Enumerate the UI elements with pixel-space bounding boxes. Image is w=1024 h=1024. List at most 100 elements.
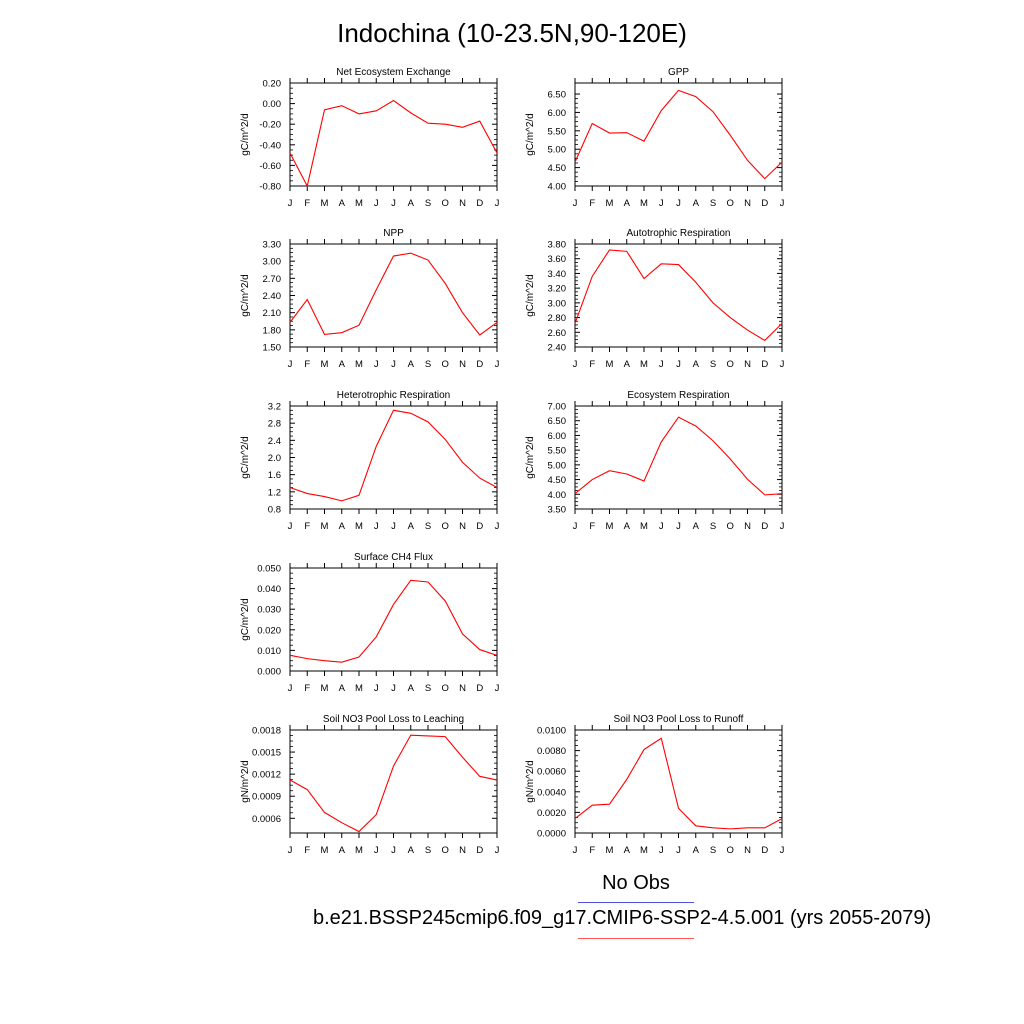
series-line bbox=[574, 249, 783, 342]
x-tick-label: M bbox=[606, 198, 614, 209]
y-tick-label: 6.50 bbox=[548, 90, 567, 101]
legend-obs-label: No Obs bbox=[602, 872, 670, 894]
x-tick-label: J bbox=[391, 198, 396, 209]
x-tick-label: J bbox=[676, 845, 681, 856]
x-tick-label: N bbox=[459, 198, 466, 209]
y-tick-label: 7.00 bbox=[548, 402, 567, 413]
y-tick-label: 3.80 bbox=[548, 240, 567, 251]
x-tick-label: M bbox=[606, 359, 614, 370]
chart-title: Net Ecosystem Exchange bbox=[336, 67, 451, 78]
series-line bbox=[574, 737, 783, 830]
x-tick-label: J bbox=[676, 521, 681, 532]
x-tick-label: F bbox=[304, 683, 310, 694]
y-axis-label: gC/m^2/d bbox=[240, 274, 251, 317]
y-tick-label: 2.0 bbox=[268, 453, 281, 464]
x-tick-label: M bbox=[640, 845, 648, 856]
x-tick-label: F bbox=[589, 198, 595, 209]
x-tick-label: J bbox=[573, 521, 578, 532]
x-tick-label: N bbox=[744, 359, 751, 370]
x-tick-label: S bbox=[425, 359, 431, 370]
y-tick-label: 6.00 bbox=[548, 431, 567, 442]
x-tick-label: M bbox=[321, 359, 329, 370]
x-tick-label: F bbox=[304, 359, 310, 370]
x-tick-label: M bbox=[640, 359, 648, 370]
plot-frame bbox=[574, 82, 783, 187]
chart-panel: NPP gC/m^2/d 3.30 3.00 2.70 2.40 2.10 1.80 1.50 J… bbox=[240, 228, 500, 370]
x-tick-label: M bbox=[355, 521, 363, 532]
chart-title: Ecosystem Respiration bbox=[627, 390, 729, 401]
series-line bbox=[574, 89, 783, 180]
x-tick-label: F bbox=[589, 359, 595, 370]
x-tick-label: J bbox=[573, 359, 578, 370]
x-tick-label: S bbox=[425, 845, 431, 856]
x-tick-label: M bbox=[606, 521, 614, 532]
y-tick-label: 3.50 bbox=[548, 505, 567, 516]
x-tick-label: J bbox=[659, 845, 664, 856]
plot-frame bbox=[289, 405, 498, 510]
x-tick-label: A bbox=[624, 845, 631, 856]
x-tick-label: F bbox=[589, 845, 595, 856]
y-tick-label: 0.0012 bbox=[252, 770, 281, 781]
y-tick-label: 1.50 bbox=[263, 343, 282, 354]
y-tick-label: 4.50 bbox=[548, 163, 567, 174]
series-line bbox=[289, 252, 498, 336]
x-tick-label: J bbox=[495, 845, 500, 856]
x-tick-label: J bbox=[374, 359, 379, 370]
series-line bbox=[289, 734, 498, 833]
y-tick-label: 0.0015 bbox=[252, 748, 281, 759]
y-tick-label: 0.0100 bbox=[537, 726, 566, 737]
series-line bbox=[289, 409, 498, 502]
x-tick-label: A bbox=[408, 845, 415, 856]
x-tick-label: A bbox=[693, 359, 700, 370]
y-tick-label: 3.30 bbox=[263, 240, 282, 251]
x-tick-label: J bbox=[676, 359, 681, 370]
y-tick-label: 3.20 bbox=[548, 284, 567, 295]
x-tick-label: A bbox=[339, 198, 346, 209]
chart-title: Soil NO3 Pool Loss to Leaching bbox=[323, 714, 464, 725]
x-tick-label: D bbox=[476, 198, 483, 209]
y-tick-label: 2.70 bbox=[263, 274, 282, 285]
y-axis-label: gC/m^2/d bbox=[240, 436, 251, 479]
plot-frame bbox=[574, 405, 783, 510]
y-axis-label: gC/m^2/d bbox=[525, 274, 536, 317]
x-tick-label: O bbox=[727, 521, 734, 532]
plot-frame bbox=[574, 729, 783, 834]
y-tick-label: 4.00 bbox=[548, 490, 567, 501]
x-tick-label: D bbox=[476, 359, 483, 370]
chart-panel: Soil NO3 Pool Loss to LeachinggN/m^2/d0.… bbox=[240, 714, 500, 856]
x-tick-label: J bbox=[288, 359, 293, 370]
x-tick-label: J bbox=[676, 198, 681, 209]
x-tick-label: D bbox=[476, 683, 483, 694]
x-tick-label: J bbox=[780, 521, 785, 532]
y-tick-label: 0.0018 bbox=[252, 726, 281, 737]
x-tick-label: O bbox=[442, 359, 449, 370]
x-tick-label: J bbox=[780, 845, 785, 856]
y-tick-label: 3.40 bbox=[548, 269, 567, 280]
chart-panel: Ecosystem Respiration gC/m^2/d 7.00 6.50 6.0… bbox=[525, 390, 785, 532]
x-tick-label: D bbox=[761, 845, 768, 856]
chart-panel: Soil NO3 Pool Loss to Runoff gN/m^2/d 0.01… bbox=[525, 714, 785, 856]
chart-title: Soil NO3 Pool Loss to Runoff bbox=[614, 714, 744, 725]
y-axis-label: gC/m^2/d bbox=[240, 598, 251, 641]
y-tick-label: 1.80 bbox=[263, 325, 282, 336]
y-tick-label: 0.000 bbox=[257, 667, 281, 678]
y-tick-label: 0.030 bbox=[257, 605, 281, 616]
x-tick-label: N bbox=[744, 521, 751, 532]
x-tick-label: J bbox=[573, 198, 578, 209]
x-tick-label: M bbox=[640, 198, 648, 209]
x-tick-label: J bbox=[288, 845, 293, 856]
y-tick-label: 2.10 bbox=[263, 308, 282, 319]
x-tick-label: D bbox=[761, 198, 768, 209]
x-tick-label: N bbox=[744, 845, 751, 856]
plot-frame bbox=[289, 243, 498, 348]
x-tick-label: M bbox=[355, 359, 363, 370]
x-tick-label: A bbox=[624, 521, 631, 532]
y-tick-label: 0.0000 bbox=[537, 829, 566, 840]
x-tick-label: O bbox=[442, 683, 449, 694]
legend-case-label: b.e21.BSSP245cmip6.f09_g17.CMIP6-SSP2-4.… bbox=[313, 907, 932, 929]
x-tick-label: A bbox=[693, 521, 700, 532]
y-axis-label: gN/m^2/d bbox=[525, 760, 536, 803]
x-tick-label: O bbox=[727, 845, 734, 856]
